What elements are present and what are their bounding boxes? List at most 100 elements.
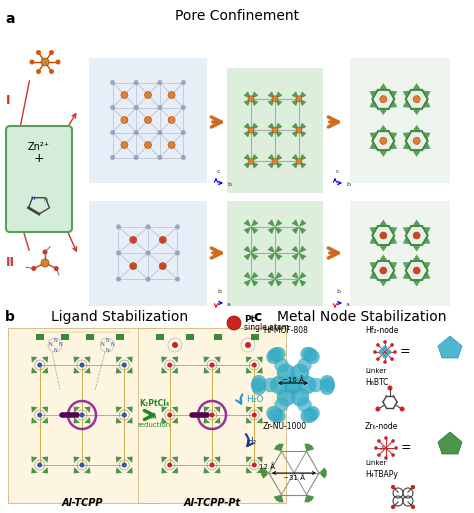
Polygon shape xyxy=(369,141,378,149)
Circle shape xyxy=(374,131,393,151)
Polygon shape xyxy=(292,253,299,261)
Bar xyxy=(86,334,94,340)
Circle shape xyxy=(134,130,139,135)
Circle shape xyxy=(407,261,427,281)
Circle shape xyxy=(167,463,172,467)
Circle shape xyxy=(306,350,319,364)
Polygon shape xyxy=(244,123,251,130)
Text: ~16 Å: ~16 Å xyxy=(282,377,304,383)
Text: =: = xyxy=(401,442,411,455)
Circle shape xyxy=(248,96,254,102)
Circle shape xyxy=(374,261,393,281)
Polygon shape xyxy=(203,457,210,463)
Circle shape xyxy=(380,137,387,144)
Polygon shape xyxy=(31,457,37,463)
Text: Al-TCPP: Al-TCPP xyxy=(61,498,103,508)
Polygon shape xyxy=(292,279,299,287)
Circle shape xyxy=(37,412,42,418)
Bar xyxy=(156,334,164,340)
Polygon shape xyxy=(203,367,210,373)
Circle shape xyxy=(110,130,115,135)
Bar xyxy=(214,334,222,340)
Polygon shape xyxy=(292,154,299,161)
Circle shape xyxy=(31,266,36,271)
Polygon shape xyxy=(292,123,299,130)
Polygon shape xyxy=(422,90,430,99)
Text: b: b xyxy=(227,182,231,187)
Text: Metal Node Stabilization: Metal Node Stabilization xyxy=(277,310,447,324)
Bar xyxy=(227,201,323,306)
Polygon shape xyxy=(279,444,283,451)
Polygon shape xyxy=(214,367,220,373)
Circle shape xyxy=(210,463,215,467)
Polygon shape xyxy=(251,130,258,137)
Circle shape xyxy=(298,376,316,394)
Circle shape xyxy=(266,406,281,420)
Polygon shape xyxy=(275,253,283,261)
Text: b: b xyxy=(5,310,15,324)
Polygon shape xyxy=(127,406,133,413)
Polygon shape xyxy=(251,154,258,161)
Polygon shape xyxy=(203,417,210,424)
Circle shape xyxy=(380,95,387,103)
Polygon shape xyxy=(268,123,275,130)
Polygon shape xyxy=(388,270,397,279)
Circle shape xyxy=(272,96,278,102)
Circle shape xyxy=(394,446,398,450)
Polygon shape xyxy=(251,253,258,261)
Circle shape xyxy=(277,364,295,382)
Polygon shape xyxy=(203,467,210,473)
Polygon shape xyxy=(246,357,252,363)
Polygon shape xyxy=(161,357,168,363)
Polygon shape xyxy=(422,132,430,141)
Polygon shape xyxy=(268,130,275,137)
Polygon shape xyxy=(275,98,283,106)
Polygon shape xyxy=(116,457,122,463)
Polygon shape xyxy=(116,417,122,424)
Polygon shape xyxy=(274,495,282,501)
Polygon shape xyxy=(251,161,258,169)
Polygon shape xyxy=(411,149,422,157)
Circle shape xyxy=(252,375,266,389)
Polygon shape xyxy=(378,83,388,90)
Circle shape xyxy=(391,439,395,443)
Circle shape xyxy=(54,266,59,271)
Circle shape xyxy=(272,127,278,133)
Circle shape xyxy=(296,127,302,133)
Polygon shape xyxy=(251,123,258,130)
Text: a: a xyxy=(5,12,15,26)
Polygon shape xyxy=(274,445,282,451)
Circle shape xyxy=(376,357,380,361)
Circle shape xyxy=(268,348,283,362)
Polygon shape xyxy=(369,90,378,99)
Polygon shape xyxy=(268,220,275,227)
Circle shape xyxy=(413,267,420,274)
Polygon shape xyxy=(319,467,327,473)
Polygon shape xyxy=(251,246,258,253)
Polygon shape xyxy=(438,432,462,454)
Circle shape xyxy=(210,363,215,367)
Polygon shape xyxy=(299,123,306,130)
Circle shape xyxy=(41,259,49,267)
Polygon shape xyxy=(244,253,251,261)
Circle shape xyxy=(227,316,241,330)
Polygon shape xyxy=(161,417,168,424)
Circle shape xyxy=(413,232,420,239)
Polygon shape xyxy=(256,467,263,473)
Circle shape xyxy=(134,105,139,110)
Polygon shape xyxy=(246,467,252,473)
Circle shape xyxy=(298,398,311,412)
Polygon shape xyxy=(378,244,388,251)
Polygon shape xyxy=(369,270,378,279)
Circle shape xyxy=(110,80,115,85)
Polygon shape xyxy=(42,457,48,463)
Polygon shape xyxy=(388,90,397,99)
Circle shape xyxy=(122,463,127,467)
Polygon shape xyxy=(42,406,48,413)
Text: Zn²⁺: Zn²⁺ xyxy=(28,142,50,152)
Polygon shape xyxy=(84,406,91,413)
Polygon shape xyxy=(73,457,80,463)
Polygon shape xyxy=(299,279,306,287)
Circle shape xyxy=(277,388,295,406)
Polygon shape xyxy=(84,417,91,424)
